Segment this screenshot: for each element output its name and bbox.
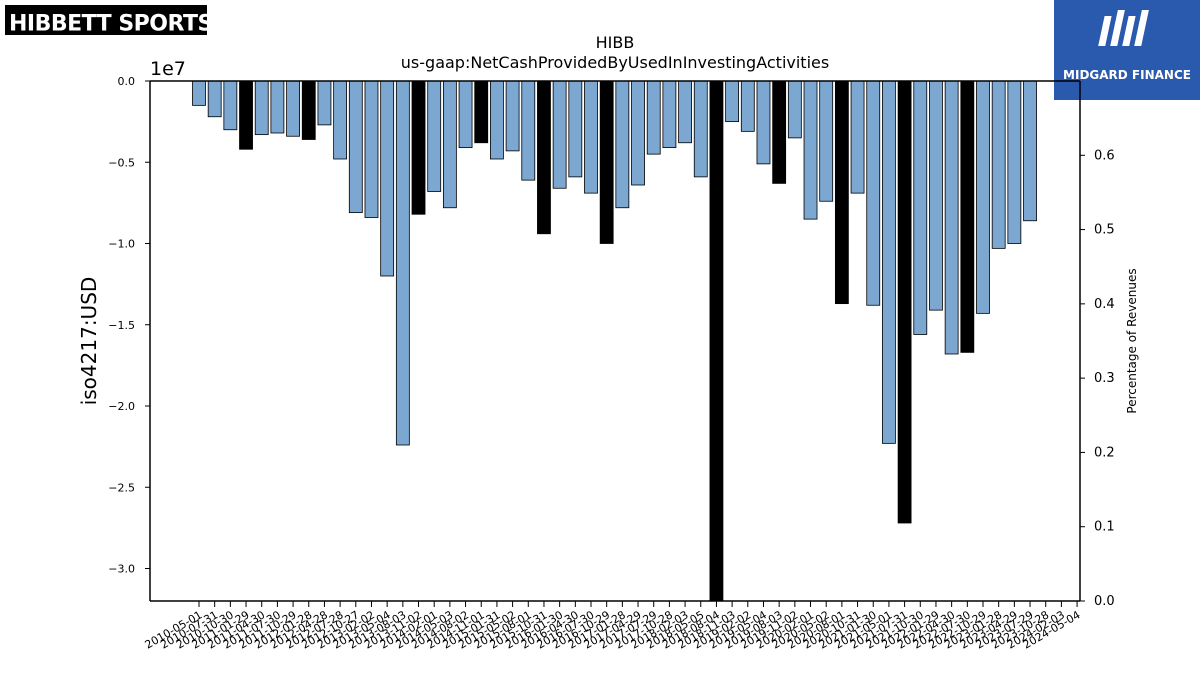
bar [834, 81, 849, 305]
bar [568, 81, 583, 178]
bar [474, 81, 489, 144]
bar [693, 81, 708, 178]
bar [442, 81, 457, 209]
bar [192, 81, 206, 106]
bar [380, 81, 395, 277]
bar [646, 81, 661, 155]
y2-tick-label: 0.3 [1094, 371, 1115, 386]
bar [427, 81, 442, 192]
y-tick-label: −1.5 [108, 319, 135, 332]
bar [1023, 81, 1037, 222]
bar [348, 81, 363, 214]
y2-tick-label: 0.0 [1094, 594, 1115, 609]
y-tick-label: −2.0 [108, 400, 135, 413]
hibbett-sports-logo: HIBBETT SPORTS® [5, 5, 207, 35]
chart-subtitle: us-gaap:NetCashProvidedByUsedInInvesting… [401, 53, 829, 72]
bar [631, 81, 645, 186]
bar [552, 81, 567, 189]
bar [897, 81, 912, 524]
midgard-finance-wordmark: MIDGARD FINANCE [1063, 68, 1191, 82]
bar [725, 81, 740, 123]
y2-tick-label: 0.5 [1094, 223, 1115, 238]
bar [239, 81, 253, 150]
bar [521, 81, 536, 181]
bar [537, 81, 551, 235]
axes-layer: 0.0 −0.5 −1.0 −1.5 −2.0 −2.5 −3.0 0.0 0.1 0.2 0.3 0… [108, 75, 1114, 652]
midgard-mark-icon [1098, 10, 1149, 46]
bar [1007, 81, 1022, 244]
bar [709, 81, 724, 601]
bar [819, 81, 834, 202]
bar [866, 81, 881, 306]
bar [991, 81, 1006, 249]
bar [850, 81, 865, 194]
bar [270, 81, 285, 134]
bar [662, 81, 677, 149]
bar [411, 81, 426, 215]
bar [929, 81, 943, 311]
y2-tick-label: 0.2 [1094, 445, 1115, 460]
y2-tick-label: 0.1 [1094, 520, 1115, 535]
y-tick-label: −0.5 [108, 156, 135, 169]
bar [584, 81, 598, 194]
y2-tick-label: 0.6 [1094, 148, 1115, 163]
y-axis-label: iso4217:USD [77, 277, 101, 406]
bar [286, 81, 300, 137]
bar [803, 81, 818, 220]
bar [364, 81, 379, 218]
midgard-finance-logo: MIDGARD FINANCE [1054, 0, 1200, 100]
y-scale-label: 1e7 [150, 58, 186, 80]
bar [960, 81, 975, 353]
bar [254, 81, 269, 136]
bar [740, 81, 755, 132]
bar [756, 81, 771, 165]
bar [505, 81, 520, 152]
bar [333, 81, 348, 160]
bar [615, 81, 630, 209]
bar [317, 81, 332, 126]
bar [395, 81, 410, 446]
chart-title: HIBB [596, 33, 635, 52]
bar [913, 81, 928, 335]
bar [882, 81, 896, 444]
bar [223, 81, 238, 131]
y-tick-label: 0.0 [118, 75, 136, 88]
y-tick-label: −3.0 [108, 563, 135, 576]
bar [490, 81, 504, 160]
bar [772, 81, 787, 184]
hibbett-sports-logo-text: HIBBETT SPORTS [9, 11, 207, 35]
bar [207, 81, 222, 118]
y2-tick-label: 0.4 [1094, 297, 1115, 312]
y-tick-label: −2.5 [108, 481, 135, 494]
bar [458, 81, 473, 149]
bar [787, 81, 802, 139]
bar [976, 81, 990, 314]
y2-axis-label: Percentage of Revenues [1125, 268, 1139, 413]
bar [678, 81, 692, 144]
bar [944, 81, 959, 355]
bars-layer [192, 81, 1037, 601]
bar [599, 81, 614, 244]
bar [301, 81, 316, 140]
y-tick-label: −1.0 [108, 238, 135, 251]
